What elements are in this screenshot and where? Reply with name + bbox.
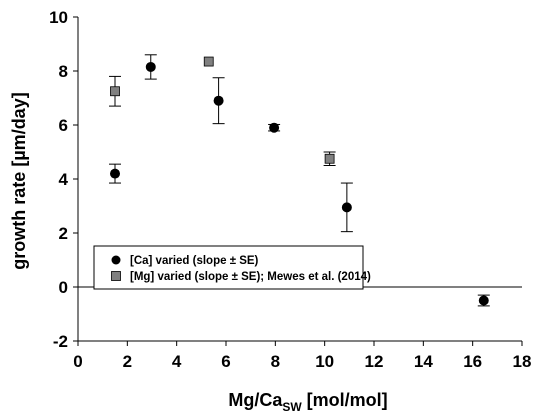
- y-tick-label: 4: [59, 170, 69, 189]
- x-tick-label: 8: [271, 352, 280, 371]
- data-point-ca: [213, 95, 224, 106]
- y-tick-label: 0: [59, 278, 68, 297]
- y-tick-label: 8: [59, 62, 68, 81]
- x-tick-label: 12: [365, 352, 384, 371]
- data-point-ca: [269, 122, 280, 133]
- y-axis: -2 0 2 4 6 8 10: [49, 8, 79, 351]
- x-tick-label: 0: [73, 352, 82, 371]
- data-point-ca: [145, 61, 156, 72]
- x-axis-title-main: Mg/Ca: [228, 390, 283, 410]
- legend: [Ca] varied (slope ± SE) [Mg] varied (sl…: [93, 245, 371, 290]
- x-tick-label: 10: [315, 352, 334, 371]
- data-point-mg: [203, 56, 214, 67]
- x-axis-title-subscript: SW: [282, 400, 302, 414]
- x-axis-title: Mg/CaSW [mol/mol]: [228, 390, 387, 414]
- legend-box: [93, 245, 364, 290]
- x-axis: 0 2 4 6 8 10 12 14 16 18: [73, 340, 532, 371]
- y-tick-label: 2: [59, 224, 68, 243]
- legend-label-ca: [Ca] varied (slope ± SE): [130, 255, 259, 267]
- y-tick-label: 10: [49, 8, 68, 27]
- x-tick-label: 6: [221, 352, 230, 371]
- x-tick-label: 18: [513, 352, 532, 371]
- legend-marker-mg: [111, 271, 121, 281]
- data-point-mg: [110, 86, 120, 97]
- y-tick-label: -2: [53, 332, 68, 351]
- legend-marker-ca: [111, 255, 121, 265]
- data-point-mg: [324, 153, 335, 164]
- x-tick-label: 14: [414, 352, 433, 371]
- x-tick-label: 4: [172, 352, 182, 371]
- y-axis-title: growth rate [µm/day]: [9, 92, 29, 269]
- x-tick-label: 2: [123, 352, 132, 371]
- data-point-ca: [110, 168, 120, 179]
- y-tick-label: 6: [59, 116, 68, 135]
- legend-label-mg: [Mg] varied (slope ± SE); Mewes et al. (…: [130, 271, 371, 283]
- data-point-ca: [478, 295, 489, 306]
- x-axis-title-unit: [mol/mol]: [302, 390, 388, 410]
- data-point-ca: [341, 202, 352, 213]
- data-points: [109, 54, 490, 307]
- x-tick-label: 16: [463, 352, 482, 371]
